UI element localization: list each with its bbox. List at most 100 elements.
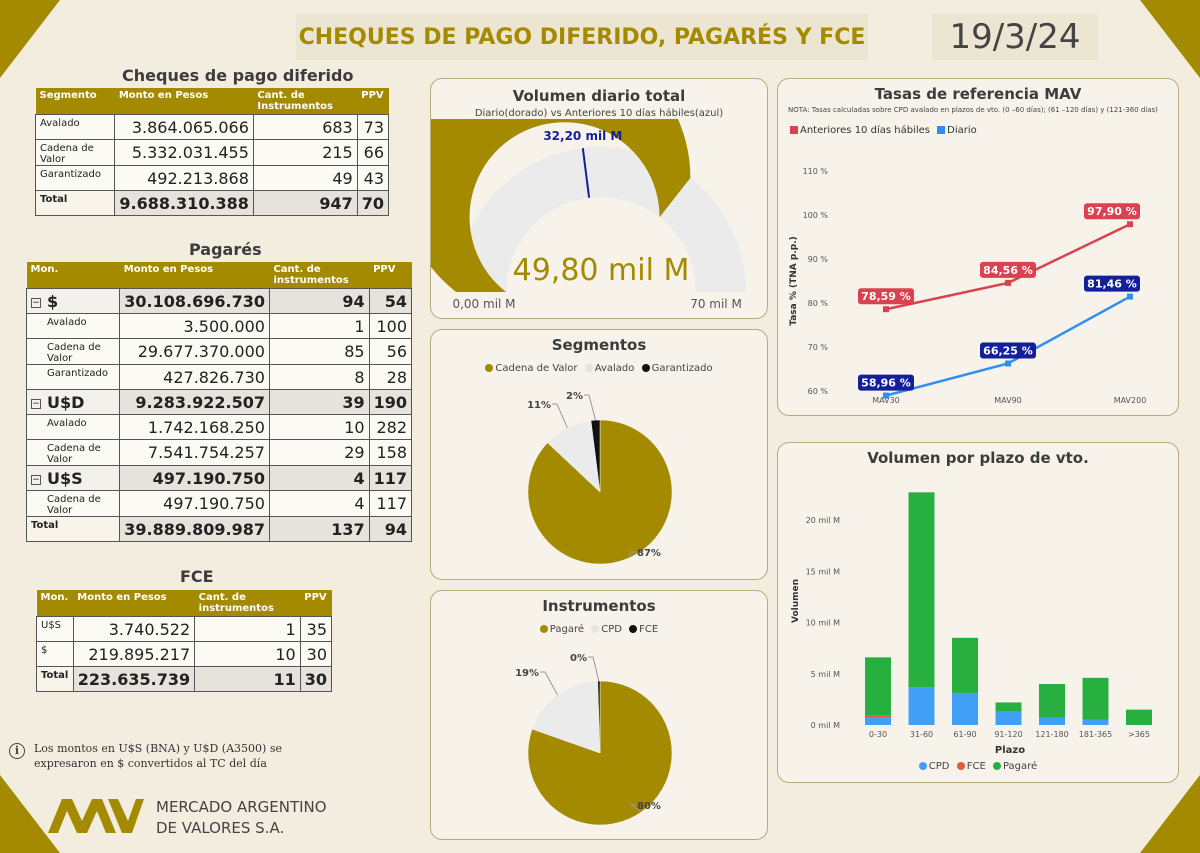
group-row-uss: − U$S 497.190.750 4 117: [25, 465, 413, 491]
x-tick-label: MAV30: [872, 396, 900, 405]
group-label[interactable]: − U$D: [25, 389, 121, 415]
cell-monto: 3.864.065.066: [114, 114, 254, 140]
row-label: Garantizado: [25, 364, 121, 390]
col-header[interactable]: Mon.: [36, 590, 74, 617]
col-header[interactable]: PPV: [369, 262, 412, 289]
gauge-value-arc: [431, 119, 691, 292]
row-label: Cadena de Valor: [34, 139, 116, 166]
col-header[interactable]: PPV: [357, 88, 389, 115]
col-header[interactable]: Monto en Pesos: [114, 88, 254, 115]
bar-segment: [1082, 719, 1109, 725]
data-label: 78,59 %: [861, 290, 911, 303]
group-label[interactable]: − $: [25, 288, 121, 314]
legend-item[interactable]: Avalado: [584, 363, 634, 374]
currency-note: Los montos en U$S (BNA) y U$D (A3500) se…: [34, 741, 282, 771]
cell-ppv: 117: [368, 490, 413, 517]
legend-item[interactable]: Cadena de Valor: [485, 363, 578, 374]
col-header[interactable]: Cant. de instrumentos: [269, 262, 370, 289]
cell-ppv: 35: [299, 616, 333, 642]
data-point: [883, 306, 889, 313]
company-name-line: MERCADO ARGENTINO: [156, 798, 327, 816]
corner-decoration-top-left: [0, 0, 60, 78]
cell-monto: 497.190.750: [119, 465, 270, 491]
corner-decoration-top-right: [1140, 0, 1200, 78]
data-point: [1005, 279, 1011, 286]
y-tick-label: 15 mil M: [806, 567, 841, 576]
collapse-icon[interactable]: −: [31, 474, 41, 485]
legend-item[interactable]: FCE: [956, 761, 986, 772]
legend-item[interactable]: Pagaré: [539, 624, 584, 635]
legend-item[interactable]: Anteriores 10 días hábiles: [790, 125, 930, 136]
cell-monto: 427.826.730: [119, 364, 270, 390]
segmentos-legend: Cadena de Valor Avalado Garantizado: [431, 363, 767, 374]
col-header[interactable]: Mon.: [26, 262, 120, 289]
legend-label: CPD: [928, 761, 950, 772]
legend-item[interactable]: Pagaré: [992, 761, 1037, 772]
cell-monto: 30.108.696.730: [119, 288, 270, 314]
cell-monto: 39.889.809.987: [119, 516, 270, 542]
y-axis-label: Tasa % (TNA p.p.): [789, 236, 799, 326]
legend-item[interactable]: FCE: [629, 624, 658, 635]
cell-monto: 223.635.739: [72, 666, 196, 692]
company-name-line: DE VALORES S.A.: [156, 819, 285, 837]
gauge-card: Volumen diario total Diario(dorado) vs A…: [430, 78, 768, 319]
cell-ppv: 73: [356, 114, 390, 140]
instrumentos-title: Instrumentos: [542, 597, 656, 615]
cell-monto: 3.740.522: [72, 616, 196, 642]
collapse-icon[interactable]: −: [31, 297, 41, 308]
legend-label: CPD: [601, 624, 622, 635]
legend-item[interactable]: Garantizado: [641, 363, 713, 374]
col-header[interactable]: Segmento: [35, 88, 115, 115]
data-label-box: [980, 342, 1036, 359]
cell-ppv: 94: [368, 516, 413, 542]
cell-monto: 492.213.868: [114, 165, 254, 191]
y-tick-label: 100 %: [803, 211, 829, 220]
bar-segment: [865, 715, 891, 718]
cell-monto: 5.332.031.455: [114, 139, 254, 166]
col-header[interactable]: Cant. de instrumentos: [194, 590, 301, 617]
tasas-legend: Anteriores 10 días hábiles Diario: [788, 125, 979, 136]
cell-ppv: 158: [368, 439, 413, 466]
row-label: $: [36, 641, 74, 667]
row-label: Total: [25, 516, 121, 542]
col-header[interactable]: Monto en Pesos: [119, 262, 270, 289]
instrumentos-pie-chart: 80% 19% 0%: [515, 653, 673, 826]
col-header[interactable]: Cant. de Instrumentos: [253, 88, 358, 115]
y-tick-label: 110 %: [803, 167, 829, 176]
segmentos-card: Segmentos Cadena de Valor Avalado Garant…: [430, 329, 768, 580]
table-row: Cadena de Valor 497.190.750 4 117: [25, 490, 413, 517]
legend-label: FCE: [639, 624, 659, 635]
cell-cant: 39: [268, 389, 370, 415]
cell-cant: 29: [268, 439, 370, 466]
row-label: Total: [36, 666, 74, 692]
cell-monto: 9.283.922.507: [119, 389, 270, 415]
cell-cant: 4: [268, 490, 370, 517]
collapse-icon[interactable]: −: [31, 398, 41, 409]
segmentos-title: Segmentos: [551, 336, 647, 354]
legend-label: Garantizado: [651, 363, 713, 374]
legend-label: Diario: [947, 125, 977, 136]
data-point: [1127, 221, 1133, 228]
col-header[interactable]: PPV: [300, 590, 332, 617]
x-tick-label: MAV90: [994, 396, 1022, 405]
note-line: Los montos en U$S (BNA) y U$D (A3500) se: [34, 742, 282, 755]
row-label: Total: [34, 190, 116, 216]
tasas-title: Tasas de referencia MAV: [874, 85, 1082, 103]
pie-value-label: 11%: [527, 400, 551, 411]
group-name: U$D: [47, 392, 85, 412]
info-icon: i: [9, 743, 25, 759]
col-header[interactable]: Monto en Pesos: [73, 590, 195, 617]
row-label: Garantizado: [34, 165, 116, 191]
legend-item[interactable]: Diario: [937, 125, 977, 136]
legend-item[interactable]: CPD: [918, 761, 950, 772]
group-label[interactable]: − U$S: [25, 465, 121, 491]
cell-ppv: 54: [368, 288, 413, 314]
legend-label: FCE: [966, 761, 986, 772]
y-tick-label: 10 mil M: [806, 619, 841, 628]
gauge-value-label: 49,80 mil M: [513, 253, 690, 288]
legend-item[interactable]: CPD: [591, 624, 622, 635]
table-row: Avalado 3.500.000 1 100: [25, 313, 413, 339]
cell-ppv: 43: [356, 165, 390, 191]
mav-logo-icon: [48, 799, 144, 833]
gauge-min-label: 0,00 mil M: [452, 297, 515, 311]
